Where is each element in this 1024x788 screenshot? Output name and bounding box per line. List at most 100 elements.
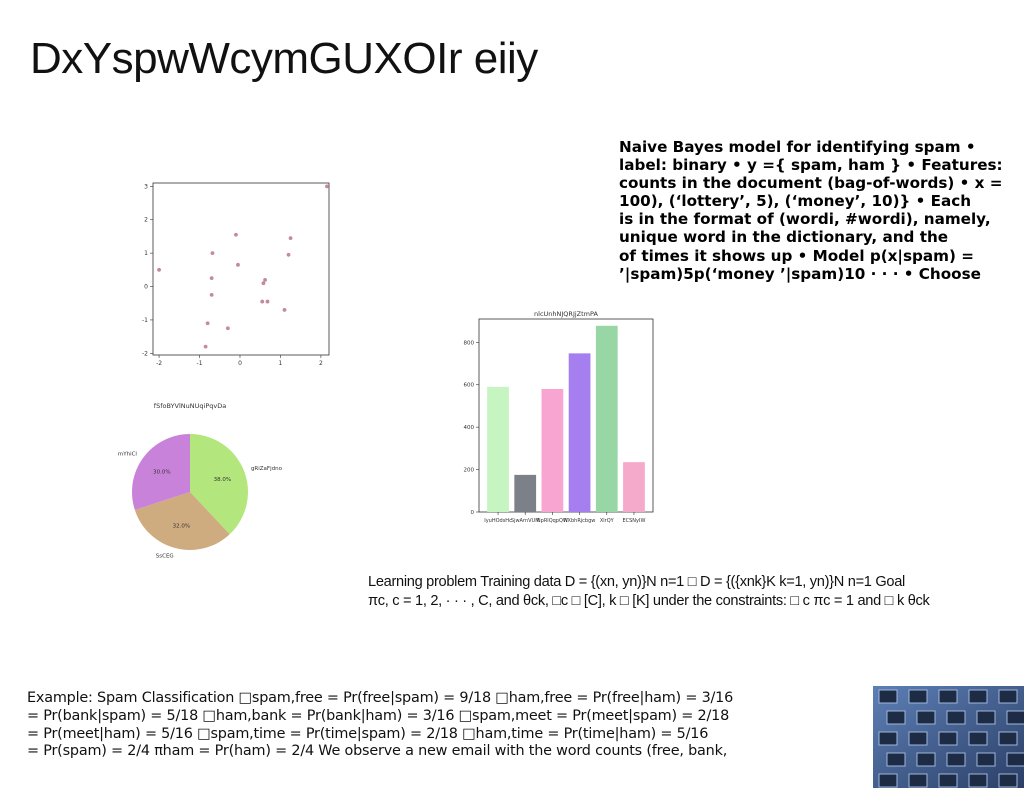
bar [541,388,564,512]
scatter-point [282,308,287,312]
pie-slice-label: mYhiCl [118,451,138,457]
scatter-points [157,184,329,349]
scatter-point [205,321,210,326]
scatter-point [225,326,230,331]
bar [595,325,618,512]
scatter-point [261,281,266,286]
scatter-y-tick-label: 3 [144,183,148,190]
photo-window [908,773,928,788]
bar-y-tick-label: 800 [464,340,475,346]
scatter-y-tick-label: 0 [144,284,148,291]
photo-window [1006,752,1024,767]
bar-x-tick-label: XlrQY [600,518,615,524]
scatter-ticks: -2 -1 0 1 2 -2 -1 0 1 2 3 [142,183,323,367]
scatter-point [265,299,270,304]
scatter-point [263,277,267,282]
photo-window [938,773,958,788]
building-photo-art [873,686,1024,788]
example-line: = Pr(meet|ham) = 5/16 □spam,time = Pr(ti… [27,725,709,742]
pie-slice [132,434,190,510]
pie-pct-label: 32.0% [173,524,190,530]
nb-line: label: binary • y ={ spam, ham } • Featu… [619,156,1003,175]
bar-x-tick-label: ECSNyIW [622,518,645,524]
nb-line: Naive Bayes model for identifying spam • [619,138,976,156]
bar-title: nlcUnhNJQRJjZtmPA [534,310,598,318]
pie-pct-label: 38.0% [214,477,231,483]
photo-window [878,773,898,788]
scatter-y-tick-label: 2 [144,217,148,224]
photo-window [946,710,966,725]
scatter-x-tick-label: 0 [238,360,242,367]
scatter-chart: -2 -1 0 1 2 -2 -1 0 1 2 3 [142,182,330,367]
scatter-y-tick-label: -2 [142,350,148,357]
learning-line: πc, c = 1, 2, · · · , C, and θck, □c □ [… [368,592,930,609]
bar-y-tick-label: 600 [464,383,475,389]
pie-slice [190,434,248,535]
photo-window [998,773,1018,788]
bar-y-tick-label: 200 [464,468,475,474]
scatter-point [325,184,329,189]
slide-title: DxYspwWcymGUXOIr eiiy [30,34,538,83]
photo-window [916,710,936,725]
photo-window [908,689,928,704]
photo-window [938,689,958,704]
photo-window [968,773,988,788]
nb-line: unique word in the dictionary, and the [619,228,949,247]
nb-line: of times it shows up • Model p(x|spam) = [619,246,974,265]
scatter-point [288,236,293,241]
scatter-x-tick-label: 1 [279,360,283,367]
learning-line: Learning problem Training data D = {(xn,… [368,574,905,590]
pie-title: fSfoBYVlNuNUqiPqvDa [154,402,226,410]
bar [623,462,645,512]
scatter-x-tick-label: 2 [319,360,323,367]
bar-y-tick-label: 0 [471,510,475,516]
building-facade-photo [873,686,1024,788]
bar-y-tick-label: 400 [464,425,475,431]
pie-pct-label: 30.0% [153,470,170,476]
bar-x-tick-label: SjwArnVUM [511,518,540,524]
scatter-point [260,299,265,304]
photo-window [916,752,936,767]
pie-slice [134,492,230,550]
photo-window [998,731,1018,746]
scatter-point [210,251,215,256]
scatter-point [203,344,208,349]
scatter-point [286,252,291,257]
photo-window [998,689,1018,704]
scatter-point [234,232,238,237]
nb-line: ’|spam)5p(‘money ’|spam)10 · · · • Choos… [619,264,981,283]
bar-x-tick-label: NpRlQqpQW [537,518,568,524]
photo-window [968,689,988,704]
pie-slices [132,434,248,550]
scatter-point [236,262,240,267]
example-line: = Pr(bank|spam) = 5/18 □ham,bank = Pr(ba… [27,707,730,724]
pie-slice-label: SsCEG [156,553,174,559]
bar-x-tick-label: IyuHOdsHc [484,518,512,524]
example-text: Example: Spam Classification □spam,free … [27,690,733,761]
bar [514,474,537,512]
photo-window [968,731,988,746]
pie-labels: 38.0% gRiZaFjdno 32.0% SsCEG 30.0% mYhiCl [118,451,283,559]
photo-window [976,710,996,725]
scatter-y-tick-label: -1 [142,317,148,324]
photo-window [1006,710,1024,725]
nb-line: is in the format of (wordi, #wordi), nam… [619,210,991,229]
bar-ticks: 0 200 400 600 800 [464,340,635,516]
bar [487,386,509,512]
scatter-point [209,276,214,281]
pie-chart: fSfoBYVlNuNUqiPqvDa 38.0% gRiZaFjdno 32.0%… [118,402,283,559]
scatter-y-tick-label: 1 [144,250,148,257]
bar-bars [487,325,645,512]
photo-window [886,710,906,725]
bar [568,353,591,512]
photo-window [938,731,958,746]
scatter-x-tick-label: -1 [197,360,203,367]
nb-line: counts in the document (bag-of-words) • … [619,174,1003,193]
photo-window [908,731,928,746]
photo-window [976,752,996,767]
bar-x-tick-label: NXbhRjcbgw [564,518,596,524]
bar-chart: nlcUnhNJQRJjZtmPA 0 200 400 600 800 IyuHOdsH… [464,310,654,524]
photo-window [878,731,898,746]
photo-window [878,689,898,704]
